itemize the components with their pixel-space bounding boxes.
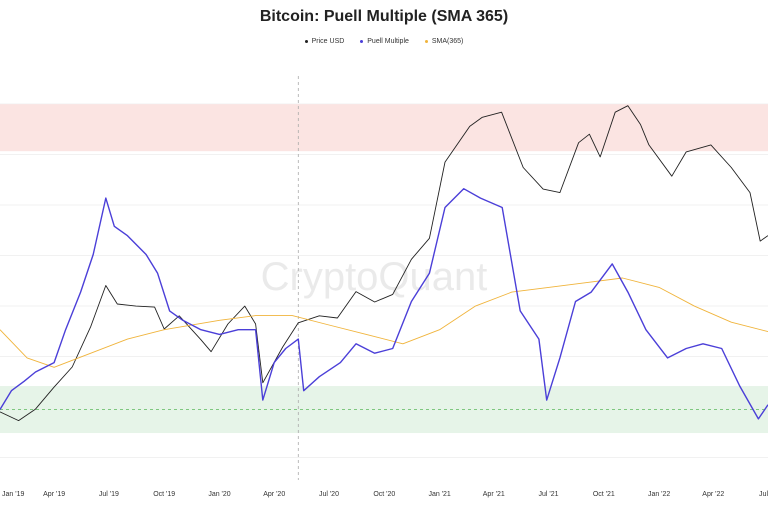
series-line-sma-365 bbox=[0, 277, 768, 368]
legend-marker-puell bbox=[360, 39, 364, 43]
chart-title: Bitcoin: Puell Multiple (SMA 365) bbox=[259, 8, 509, 25]
legend-label-price: Price USD bbox=[311, 38, 345, 45]
x-tick-label: Apr '21 bbox=[483, 491, 505, 498]
watermark: CryptoQuant bbox=[261, 255, 488, 299]
overbought-band bbox=[0, 104, 768, 152]
legend-marker-sma bbox=[424, 39, 428, 43]
series-line-price-usd bbox=[0, 105, 768, 422]
x-tick-label: Apr '22 bbox=[702, 491, 724, 498]
x-tick-label: Jul '20 bbox=[319, 491, 339, 498]
legend-label-sma: SMA(365) bbox=[431, 38, 464, 45]
x-tick-label: Jan '22 bbox=[648, 491, 670, 498]
legend-item-sma[interactable]: SMA(365) bbox=[424, 38, 464, 45]
x-tick-label: Oct '19 bbox=[153, 491, 175, 498]
x-tick-label: Jul '21 bbox=[538, 491, 558, 498]
legend-label-puell: Puell Multiple bbox=[367, 38, 409, 45]
x-tick-label: Jul '19 bbox=[99, 491, 119, 498]
x-tick-label: Apr '20 bbox=[263, 491, 285, 498]
x-tick-label: Jan '21 bbox=[428, 491, 450, 498]
x-tick-label: Apr '19 bbox=[43, 491, 65, 498]
series-line-puell-multiple bbox=[0, 188, 768, 420]
legend: Price USD Puell Multiple SMA(365) bbox=[0, 38, 768, 45]
x-tick-label: Jul bbox=[759, 491, 768, 498]
legend-marker-price bbox=[304, 39, 308, 43]
x-tick-label: Oct '20 bbox=[373, 491, 395, 498]
x-tick-label: Jan '19 bbox=[2, 491, 24, 498]
legend-item-puell[interactable]: Puell Multiple bbox=[360, 38, 409, 45]
zone-bands bbox=[0, 104, 768, 434]
x-tick-label: Jan '20 bbox=[208, 491, 230, 498]
series-layer bbox=[0, 105, 768, 422]
x-axis: Jan '19 Apr '19 Jul '19 Oct '19 Jan '20 Apr '… bbox=[2, 491, 768, 498]
x-tick-label: Oct '21 bbox=[593, 491, 615, 498]
legend-item-price[interactable]: Price USD bbox=[304, 38, 345, 45]
